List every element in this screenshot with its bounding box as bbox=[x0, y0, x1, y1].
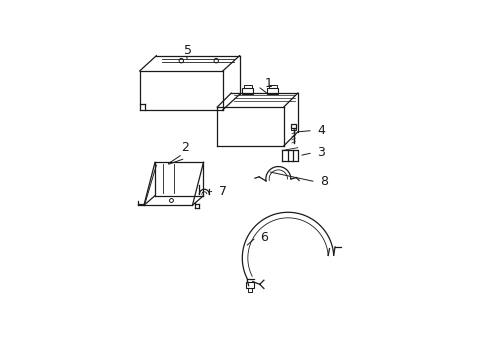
Bar bbox=[291, 123, 295, 128]
Bar bbox=[290, 128, 296, 130]
Text: 2: 2 bbox=[181, 141, 189, 154]
Text: 7: 7 bbox=[218, 185, 226, 198]
Bar bbox=[245, 282, 253, 288]
Bar bbox=[243, 85, 251, 89]
Bar bbox=[247, 288, 251, 292]
Bar bbox=[242, 89, 253, 94]
Bar bbox=[267, 89, 278, 94]
Bar bbox=[268, 85, 276, 89]
Text: 4: 4 bbox=[317, 124, 325, 137]
Text: 5: 5 bbox=[184, 44, 192, 57]
Text: 6: 6 bbox=[260, 231, 267, 244]
Text: 1: 1 bbox=[264, 77, 272, 90]
Text: 3: 3 bbox=[317, 146, 325, 159]
Text: 8: 8 bbox=[319, 175, 327, 188]
